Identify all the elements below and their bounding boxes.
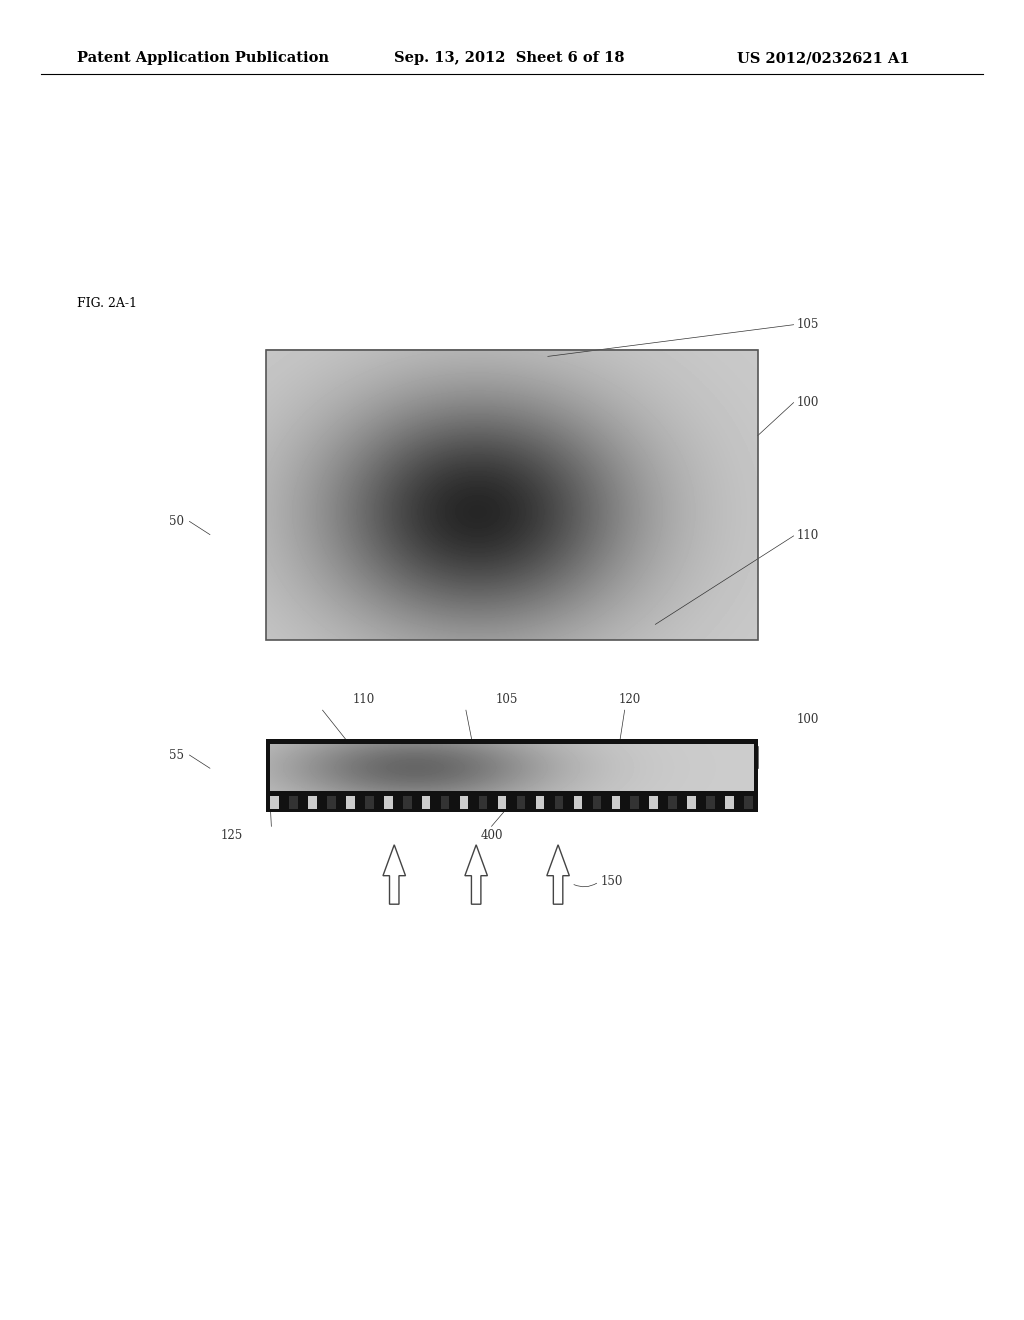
Polygon shape <box>465 845 487 904</box>
Bar <box>669 796 677 809</box>
Polygon shape <box>383 845 406 904</box>
Polygon shape <box>547 845 569 904</box>
Text: Patent Application Publication: Patent Application Publication <box>77 51 329 65</box>
Text: 120: 120 <box>618 693 641 706</box>
Bar <box>555 796 563 809</box>
Text: 105: 105 <box>496 693 518 706</box>
Bar <box>460 796 468 809</box>
Text: 125: 125 <box>220 829 243 842</box>
Text: 400: 400 <box>480 829 503 842</box>
Bar <box>744 796 753 809</box>
Bar <box>687 796 696 809</box>
Bar <box>403 796 412 809</box>
Bar <box>517 796 525 809</box>
Bar <box>270 796 279 809</box>
Text: 100: 100 <box>797 396 819 409</box>
Text: FIG. 2A-1: FIG. 2A-1 <box>77 297 137 310</box>
Bar <box>725 796 734 809</box>
Text: 100: 100 <box>797 713 819 726</box>
Text: Sep. 13, 2012  Sheet 6 of 18: Sep. 13, 2012 Sheet 6 of 18 <box>394 51 625 65</box>
Bar <box>384 796 392 809</box>
Text: 55: 55 <box>169 748 184 762</box>
Text: 150: 150 <box>601 875 624 888</box>
Bar <box>611 796 621 809</box>
Text: US 2012/0232621 A1: US 2012/0232621 A1 <box>737 51 910 65</box>
Text: 105: 105 <box>797 318 819 331</box>
Bar <box>328 796 336 809</box>
Bar <box>266 350 758 640</box>
Text: 50: 50 <box>169 515 184 528</box>
Bar <box>346 796 354 809</box>
Bar <box>498 796 506 809</box>
Bar <box>479 796 487 809</box>
Bar <box>266 739 758 812</box>
Bar <box>593 796 601 809</box>
Bar <box>631 796 639 809</box>
Bar <box>649 796 658 809</box>
Text: 110: 110 <box>352 693 375 706</box>
Bar <box>573 796 582 809</box>
Bar <box>536 796 544 809</box>
Bar <box>290 796 298 809</box>
Bar <box>308 796 316 809</box>
Bar <box>366 796 374 809</box>
Bar <box>707 796 715 809</box>
Text: 110: 110 <box>797 529 819 543</box>
Bar <box>441 796 450 809</box>
Bar <box>422 796 430 809</box>
